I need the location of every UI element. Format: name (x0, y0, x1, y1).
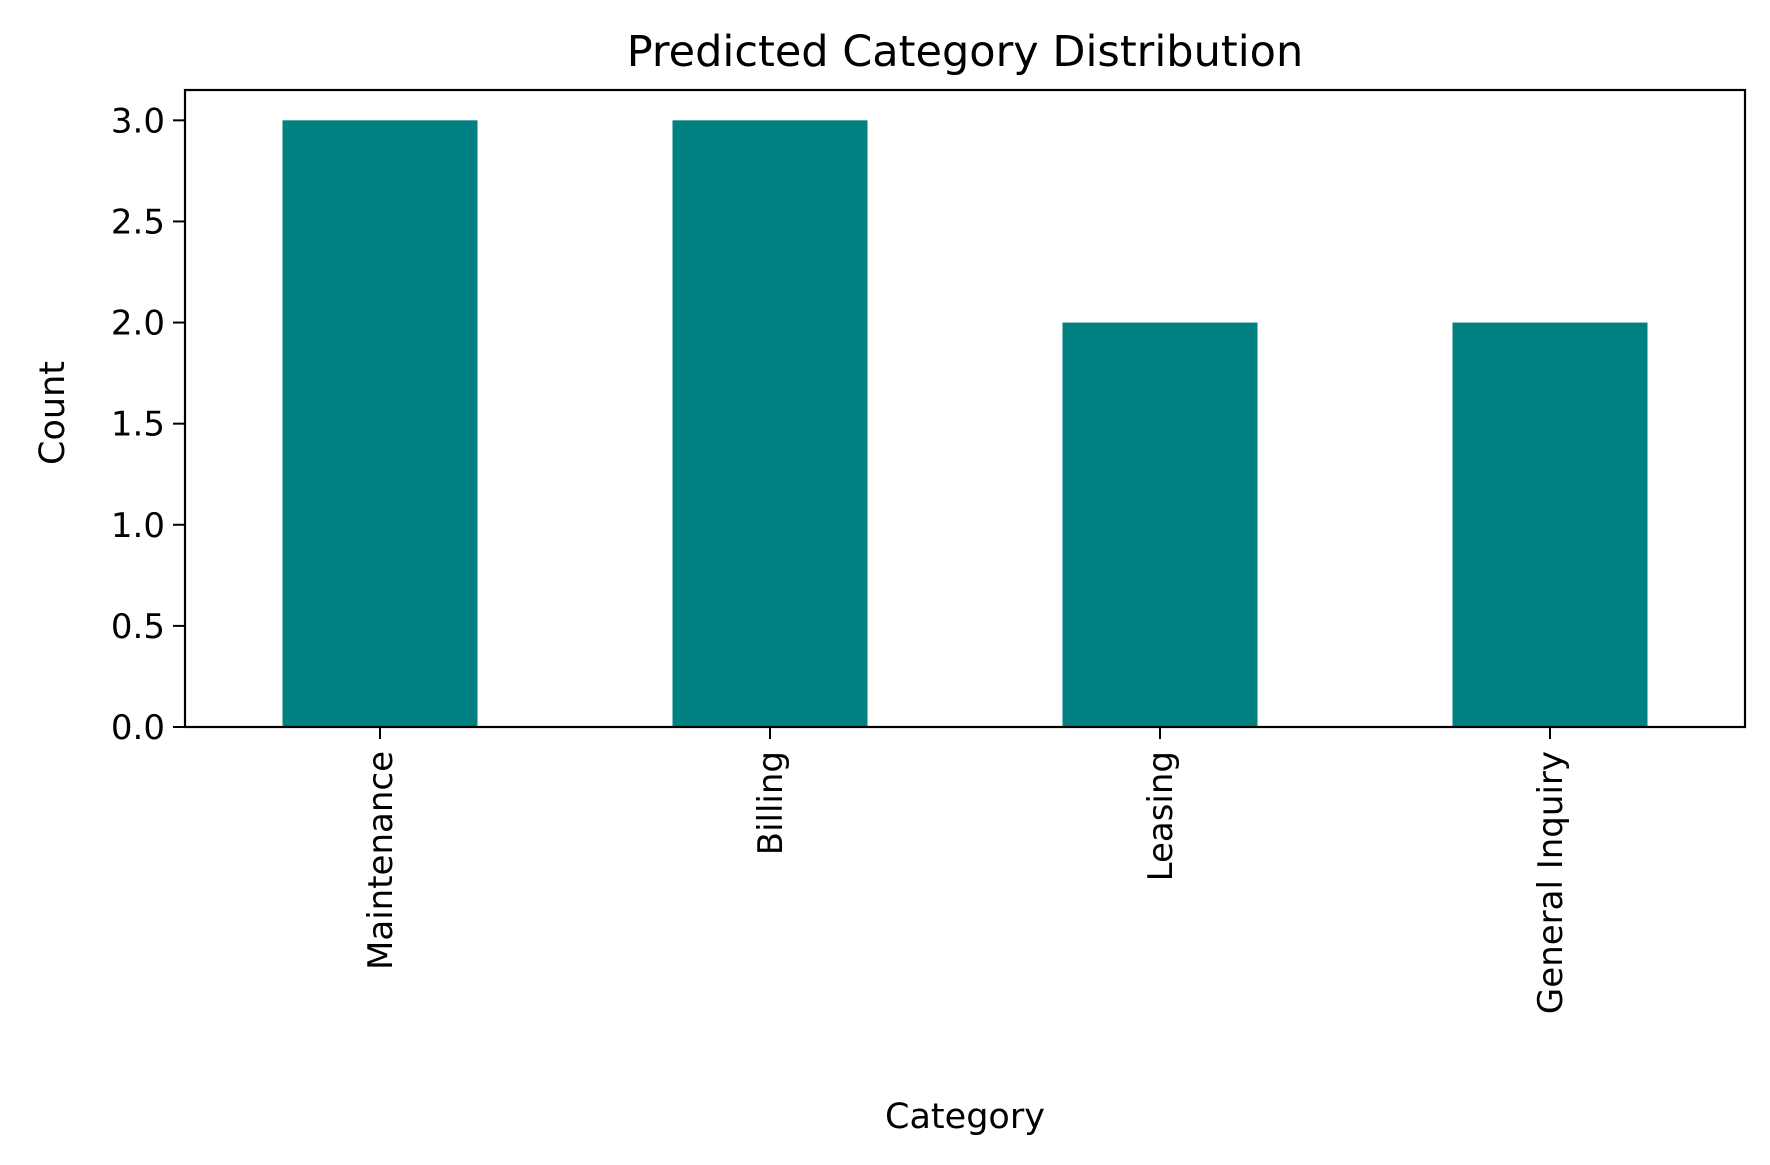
x-tick-label: Maintenance (361, 751, 401, 970)
y-axis: 0.0 0.5 1.0 1.5 2.0 2.5 3.0 (111, 101, 185, 748)
plot-frame (183, 88, 1747, 729)
x-axis-label: Category (885, 1097, 1045, 1137)
x-tick-label: Billing (751, 751, 791, 855)
y-tick-label: 2.0 (111, 304, 165, 344)
y-tick-label: 1.5 (111, 405, 165, 445)
x-tick-label: General Inquiry (1531, 751, 1571, 1014)
y-tick-label: 2.5 (111, 202, 165, 242)
bar-billing (672, 120, 868, 728)
y-tick-label: 3.0 (111, 101, 165, 141)
bar-leasing (1062, 322, 1258, 727)
y-axis-label: Count (33, 361, 73, 465)
x-axis: Maintenance Billing Leasing General Inquiry (361, 727, 1571, 1014)
bars-group (282, 120, 1648, 728)
bar-general-inquiry (1452, 322, 1648, 727)
y-tick-label: 0.5 (111, 607, 165, 647)
y-tick-label: 1.0 (111, 506, 165, 546)
bar-maintenance (282, 120, 478, 728)
y-tick-label: 0.0 (111, 708, 165, 748)
chart-title: Predicted Category Distribution (627, 27, 1303, 77)
x-tick-label: Leasing (1141, 751, 1181, 881)
